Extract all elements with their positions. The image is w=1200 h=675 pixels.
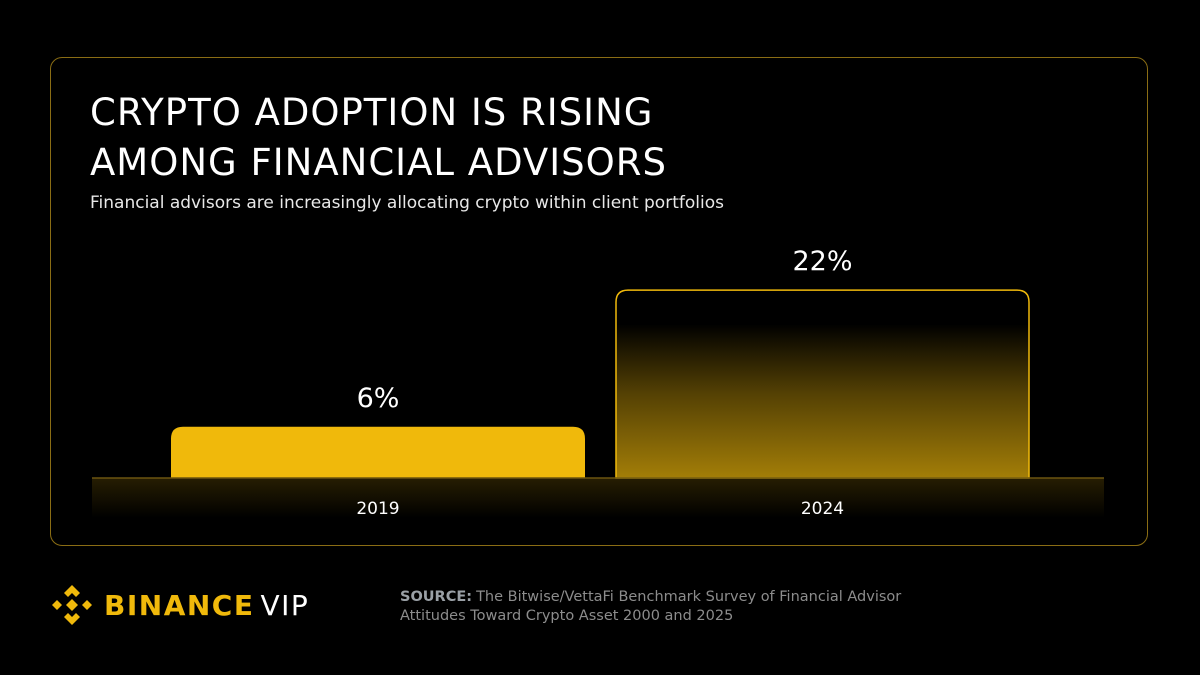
category-label-2024: 2024 (801, 499, 844, 519)
category-label-2019: 2019 (356, 499, 399, 519)
title-line-1: CRYPTO ADOPTION IS RISING (90, 91, 654, 134)
title-line-2: AMONG FINANCIAL ADVISORS (90, 141, 667, 184)
brand-name: BINANCE (104, 588, 255, 622)
value-label-2019: 6% (357, 383, 400, 414)
page-title: CRYPTO ADOPTION IS RISING AMONG FINANCIA… (90, 88, 667, 188)
source-label: SOURCE: (400, 589, 473, 605)
bar-2024 (615, 289, 1030, 479)
brand-logo: BINANCE VIP (50, 583, 309, 627)
source-note: SOURCE: The Bitwise/VettaFi Benchmark Sur… (400, 588, 960, 626)
value-label-2024: 22% (792, 246, 852, 277)
baseline-glow (92, 478, 1104, 518)
source-text: The Bitwise/VettaFi Benchmark Survey of … (400, 589, 902, 624)
brand-suffix: VIP (260, 588, 310, 622)
brand-wordmark: BINANCE VIP (104, 589, 309, 622)
binance-diamond-icon (52, 585, 92, 625)
bar-2019 (171, 426, 585, 478)
subtitle: Financial advisors are increasingly allo… (90, 193, 724, 213)
